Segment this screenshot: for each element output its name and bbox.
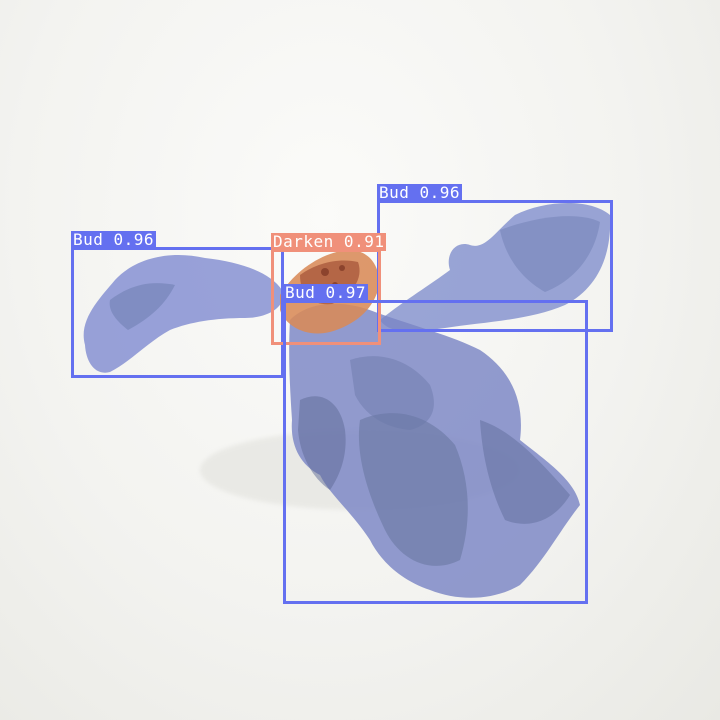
detection-box-bud-center: [283, 300, 588, 604]
detection-label-bud-right: Bud 0.96: [377, 183, 463, 202]
left-bud-mask: [83, 254, 284, 373]
detection-label-bud-center: Bud 0.97: [283, 283, 369, 302]
detection-box-bud-left: [71, 247, 284, 378]
detection-label-darken: Darken 0.91: [271, 232, 387, 251]
detection-label-bud-left: Bud 0.96: [71, 230, 157, 249]
